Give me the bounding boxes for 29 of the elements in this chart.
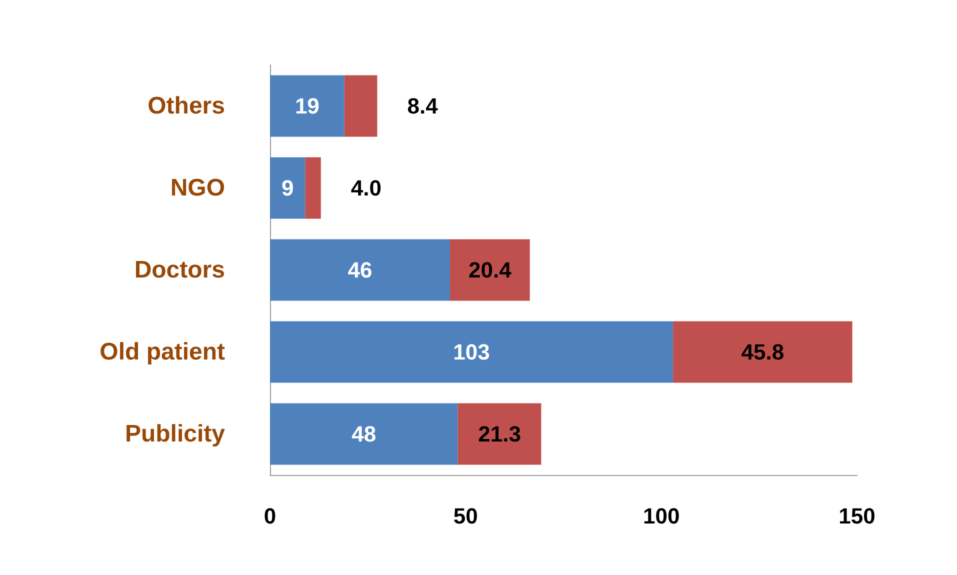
data-label: 8.4 [407,94,439,118]
data-label: 46 [348,258,372,282]
y-tick-label: Others [148,92,225,120]
bar [270,239,450,301]
bar [270,403,458,465]
data-label: 19 [294,94,320,118]
data-label: 4.0 [350,176,382,200]
bar [270,321,674,383]
bar [673,321,852,383]
bar [344,75,378,137]
data-label: 21.3 [478,422,521,446]
y-tick-label: Publicity [124,420,226,448]
bar [458,403,542,465]
data-label: 45.8 [741,340,784,364]
x-tick-label: 0 [264,504,276,528]
bar [270,157,306,219]
y-tick-label: Old patient [100,338,225,366]
y-tick-label: Doctors [134,256,225,284]
x-tick-label: 150 [838,504,876,528]
data-label: 9 [281,176,294,200]
x-tick-label: 50 [453,504,478,528]
data-label: 20.4 [468,258,512,282]
bar [270,75,344,137]
bar [450,239,530,301]
x-tick-label: 100 [642,504,680,528]
y-tick-label: NGO [170,174,225,202]
data-label: 48 [352,422,376,446]
data-label: 103 [453,340,490,364]
bar [305,157,321,219]
